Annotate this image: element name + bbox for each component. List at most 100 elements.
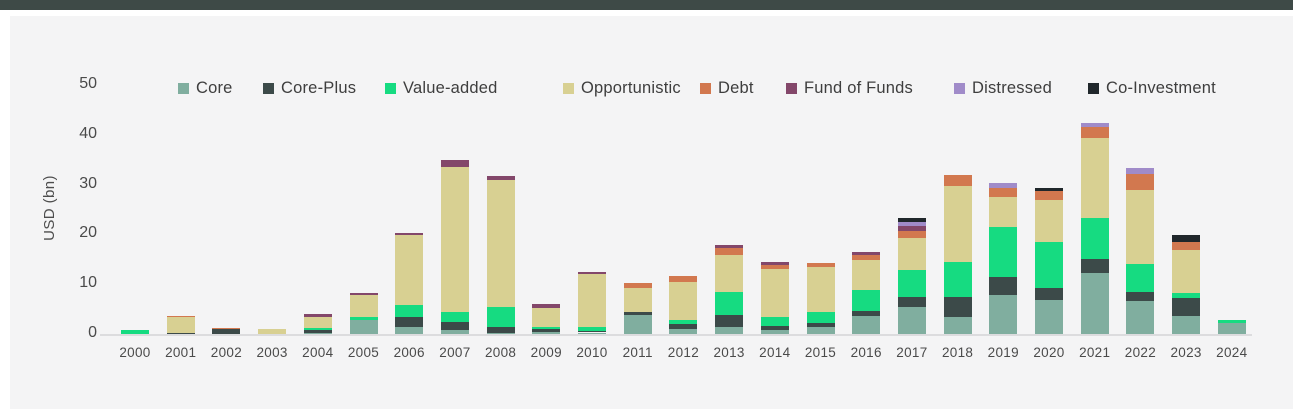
segment-debt [669, 275, 698, 282]
legend-label: Distressed [972, 78, 1052, 97]
x-tick-2006: 2006 [393, 345, 425, 360]
segment-opportunistic [897, 238, 926, 271]
top-accent-bar [0, 0, 1293, 10]
segment-value-added [1035, 242, 1063, 288]
bar-2021 [1080, 0, 1109, 334]
bar-2017 [897, 0, 926, 334]
segment-fund-of-funds [395, 232, 424, 235]
x-tick-2002: 2002 [210, 345, 242, 360]
segment-opportunistic [852, 259, 881, 290]
segment-core [1217, 322, 1246, 334]
x-tick-2014: 2014 [759, 345, 791, 360]
legend-item-value-added: Value-added [385, 78, 498, 98]
y-tick-50: 50 [79, 75, 97, 92]
segment-debt [166, 315, 195, 318]
x-tick-2000: 2000 [119, 345, 151, 360]
segment-opportunistic [578, 274, 606, 327]
segment-core [532, 331, 561, 334]
segment-core [303, 332, 332, 334]
x-tick-2012: 2012 [667, 345, 699, 360]
segment-value-added [486, 306, 515, 327]
segment-core [395, 326, 424, 334]
segment-debt [1172, 241, 1201, 250]
x-tick-2021: 2021 [1079, 345, 1111, 360]
segment-opportunistic [1126, 190, 1155, 264]
segment-opportunistic [669, 281, 698, 321]
segment-core-plus [715, 315, 744, 327]
x-tick-2020: 2020 [1033, 345, 1065, 360]
bar-2002 [212, 0, 241, 334]
bar-2006 [395, 0, 424, 334]
bar-2024 [1217, 0, 1246, 334]
segment-value-added [715, 291, 744, 316]
segment-core-plus [760, 326, 789, 330]
segment-value-added [1080, 218, 1109, 260]
segment-value-added [349, 316, 378, 320]
bar-2022 [1126, 0, 1155, 334]
bar-2009 [532, 0, 561, 334]
segment-distressed [989, 183, 1018, 189]
segment-debt [852, 255, 881, 260]
segment-core-plus [623, 312, 652, 316]
segment-value-added [1126, 263, 1155, 292]
segment-debt [989, 188, 1018, 197]
x-tick-2005: 2005 [347, 345, 380, 360]
segment-value-added [852, 289, 881, 311]
x-tick-2019: 2019 [987, 345, 1019, 360]
legend-item-debt: Debt [700, 78, 754, 98]
bar-2019 [989, 0, 1018, 334]
legend-label: Co-Investment [1106, 78, 1216, 97]
segment-value-added [578, 326, 606, 331]
segment-core-plus [578, 331, 606, 333]
bar-2004 [303, 0, 332, 334]
segment-value-added [943, 262, 972, 297]
segment-value-added [440, 311, 469, 322]
segment-core [1172, 316, 1201, 334]
segment-core [349, 319, 378, 334]
x-tick-2008: 2008 [484, 345, 517, 360]
segment-fund-of-funds [897, 225, 926, 231]
segment-debt [623, 283, 652, 289]
segment-debt [212, 327, 241, 329]
segment-opportunistic [1080, 138, 1109, 219]
y-tick-0: 0 [88, 324, 97, 341]
segment-core-plus [1035, 287, 1063, 301]
x-tick-2001: 2001 [165, 345, 197, 360]
segment-debt [943, 175, 972, 186]
segment-distressed [897, 221, 926, 226]
x-tick-2011: 2011 [622, 345, 653, 360]
segment-opportunistic [532, 308, 561, 327]
segment-fund-of-funds [532, 304, 561, 309]
segment-core-plus [440, 321, 469, 330]
y-axis-label: USD (bn) [41, 175, 58, 241]
segment-core [1080, 273, 1109, 334]
segment-core [669, 329, 698, 334]
segment-core-plus [1172, 298, 1201, 317]
segment-core-plus [897, 296, 926, 307]
segment-opportunistic [349, 294, 378, 317]
segment-core-plus [166, 332, 195, 334]
segment-fund-of-funds [303, 314, 332, 317]
legend-label: Value-added [403, 78, 498, 97]
x-tick-2010: 2010 [576, 345, 608, 360]
segment-value-added [1217, 320, 1246, 323]
segment-value-added [532, 326, 561, 329]
bar-2016 [852, 0, 881, 334]
segment-opportunistic [1035, 200, 1063, 243]
y-tick-10: 10 [79, 274, 97, 292]
segment-fund-of-funds [486, 175, 515, 181]
segment-fund-of-funds [578, 271, 606, 275]
x-tick-2017: 2017 [896, 345, 928, 360]
x-tick-2007: 2007 [439, 345, 471, 360]
segment-debt [1035, 191, 1063, 201]
segment-opportunistic [486, 180, 515, 307]
segment-core [486, 333, 515, 334]
segment-co-investment [1172, 234, 1201, 242]
segment-core-plus [669, 324, 698, 329]
legend-label: Core-Plus [281, 78, 357, 97]
y-tick-40: 40 [79, 124, 97, 142]
x-tick-2022: 2022 [1124, 345, 1156, 360]
segment-debt [715, 248, 744, 255]
segment-debt [806, 262, 835, 267]
segment-core-plus [532, 329, 561, 332]
